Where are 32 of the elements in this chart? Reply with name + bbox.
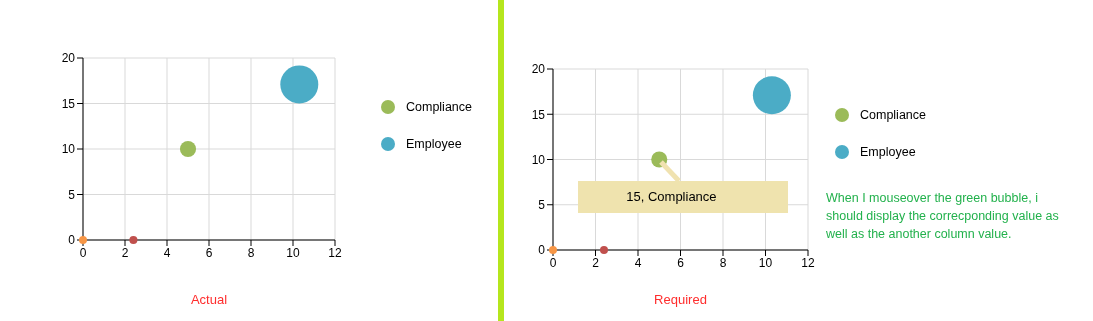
x-tick-label: 4 bbox=[634, 255, 642, 270]
x-tick-label: 10 bbox=[286, 245, 300, 260]
x-tick-label: 0 bbox=[549, 255, 557, 270]
x-tick-label: 0 bbox=[79, 245, 87, 260]
annotation: 15, Compliance bbox=[626, 189, 717, 204]
y-tick-label: 5 bbox=[68, 187, 76, 202]
y-tick-label: 10 bbox=[531, 152, 546, 167]
text: When I mouseover the green bubble, i should display the correcponding value as well as the another column value. bbox=[826, 190, 1060, 243]
y-tick-label: 20 bbox=[531, 62, 546, 77]
x-tick-label: 2 bbox=[592, 255, 600, 270]
x-axis-title: Required bbox=[653, 292, 708, 307]
legend-label: Compliance bbox=[860, 107, 927, 122]
y-tick-label: 10 bbox=[61, 142, 76, 157]
y-tick-label: 0 bbox=[68, 233, 76, 248]
y-tick-label: 20 bbox=[61, 51, 76, 66]
x-tick-label: 6 bbox=[677, 255, 685, 270]
x-tick-label: 6 bbox=[205, 245, 213, 260]
legend-label: Employee bbox=[406, 136, 462, 151]
x-tick-label: 12 bbox=[328, 245, 342, 260]
legend-label: Compliance bbox=[406, 99, 473, 114]
y-tick-label: 5 bbox=[538, 198, 546, 213]
x-axis-title: Actual bbox=[189, 292, 229, 307]
legend-label: Employee bbox=[860, 144, 916, 159]
x-tick-label: 8 bbox=[719, 255, 727, 270]
x-tick-label: 8 bbox=[247, 245, 255, 260]
y-tick-label: 15 bbox=[531, 107, 546, 122]
x-tick-label: 4 bbox=[163, 245, 171, 260]
x-tick-label: 10 bbox=[758, 255, 773, 270]
tooltip-callout: 15, Compliance bbox=[578, 159, 789, 213]
x-tick-label: 12 bbox=[801, 255, 815, 270]
x-tick-label: 2 bbox=[121, 245, 129, 260]
y-tick-label: 15 bbox=[61, 96, 76, 111]
